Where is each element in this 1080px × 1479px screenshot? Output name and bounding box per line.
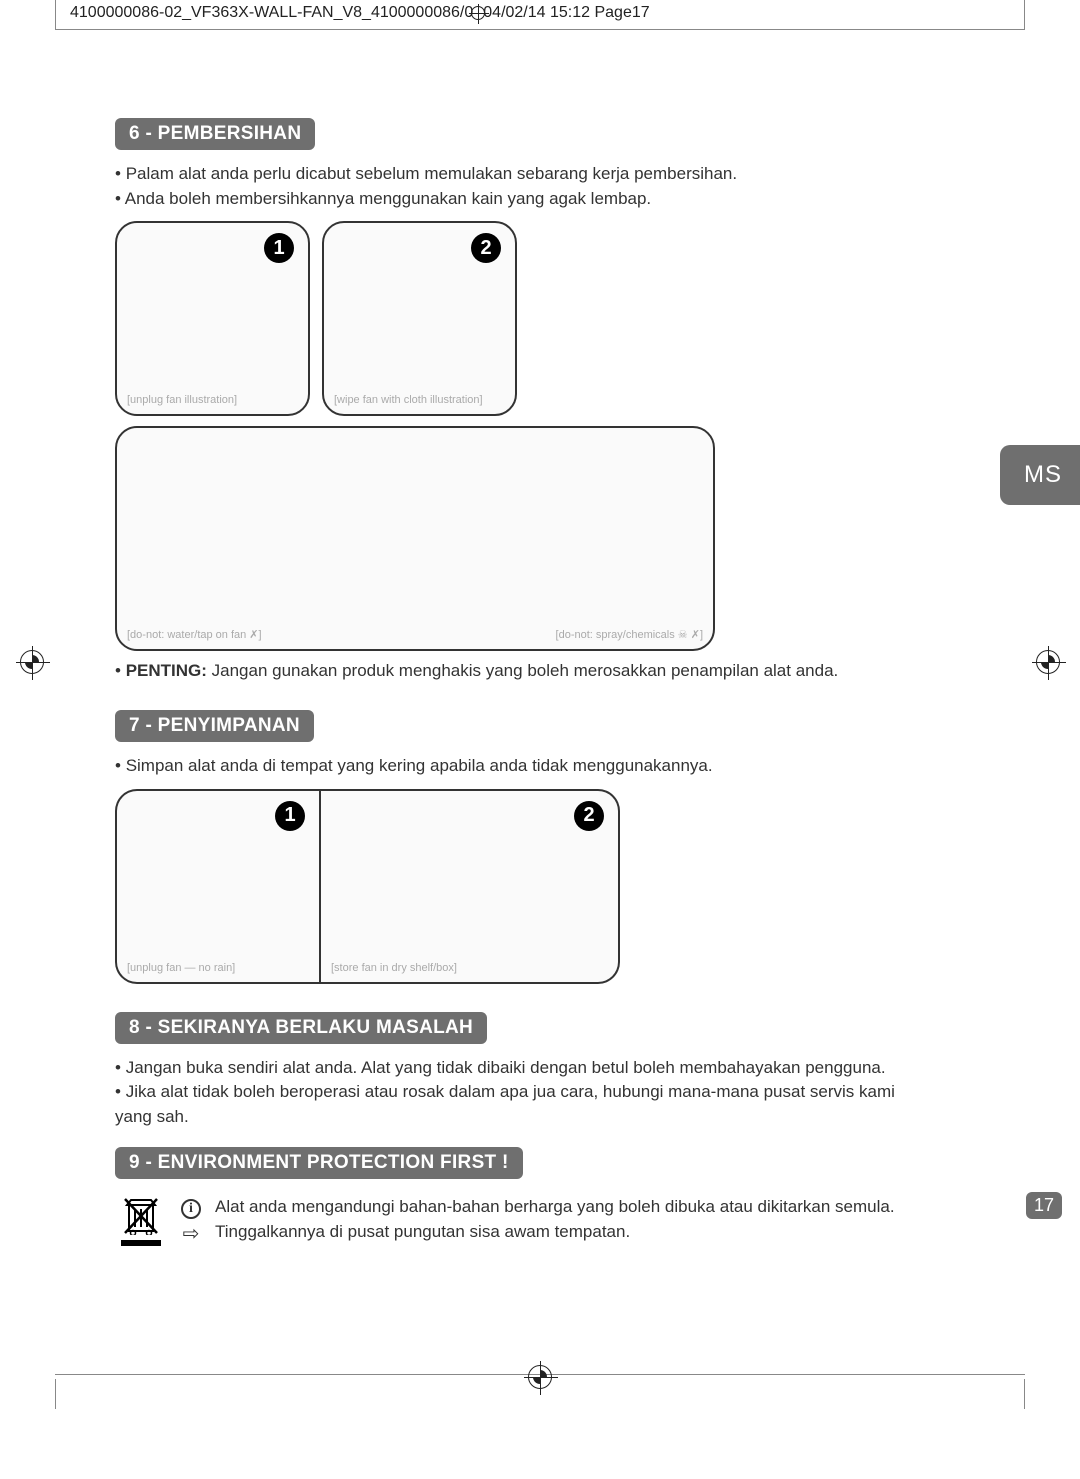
list-item: Palam alat anda perlu dicabut sebelum me…: [115, 162, 935, 187]
figure-desc: [wipe fan with cloth illustration]: [334, 394, 483, 406]
page-number-badge: 17: [1026, 1192, 1062, 1219]
warning-text: Jangan gunakan produk menghakis yang bol…: [207, 661, 838, 680]
list-item: PENTING: Jangan gunakan produk menghakis…: [115, 659, 935, 684]
warning-prefix: PENTING:: [126, 661, 207, 680]
section-8-bullets: Jangan buka sendiri alat anda. Alat yang…: [115, 1056, 935, 1130]
print-slug: 4100000086-02_VF363X-WALL-FAN_V8_4100000…: [70, 4, 650, 22]
figure-panel-2: 2 [store fan in dry shelf/box]: [320, 789, 620, 984]
list-item: Simpan alat anda di tempat yang kering a…: [115, 754, 935, 779]
crop-mark: [1024, 1379, 1025, 1409]
section-6-heading: 6 - PEMBERSIHAN: [115, 118, 315, 150]
section-8-heading: 8 - SEKIRANYA BERLAKU MASALAH: [115, 1012, 487, 1044]
registration-mark-icon: [471, 6, 485, 20]
section-7-heading: 7 - PENYIMPANAN: [115, 710, 314, 742]
language-tab: MS: [1000, 445, 1080, 505]
slug-left: 4100000086-02_VF363X-WALL-FAN_V8_4100000…: [70, 4, 473, 21]
weee-bin-icon: [115, 1195, 167, 1267]
info-icon: i: [181, 1199, 201, 1219]
figure-desc: [unplug fan illustration]: [127, 394, 237, 406]
crop-mark: [55, 1379, 56, 1409]
list-item: Anda boleh membersihkannya menggunakan k…: [115, 187, 935, 212]
figure-prohibited-cleaning: [do-not: water/tap on fan ✗] [do-not: sp…: [115, 426, 715, 651]
figure-desc: [unplug fan — no rain]: [127, 962, 235, 974]
recycle-line-2: Tinggalkannya di pusat pungutan sisa awa…: [215, 1220, 935, 1245]
section-9-heading: 9 - ENVIRONMENT PROTECTION FIRST !: [115, 1147, 523, 1179]
page-body: 6 - PEMBERSIHAN Palam alat anda perlu di…: [115, 100, 935, 1267]
step-number-badge: 2: [471, 233, 501, 263]
figure-desc: [do-not: spray/chemicals ☠ ✗]: [556, 628, 703, 641]
registration-mark-bottom: [528, 1365, 552, 1389]
section-6-warning: PENTING: Jangan gunakan produk menghakis…: [115, 659, 935, 684]
arrow-right-icon: ⇨: [181, 1225, 201, 1241]
recycle-line-1: Alat anda mengandungi bahan-bahan berhar…: [215, 1195, 935, 1220]
list-item: Jangan buka sendiri alat anda. Alat yang…: [115, 1056, 935, 1081]
section-6-bullets: Palam alat anda perlu dicabut sebelum me…: [115, 162, 935, 211]
weee-bar-icon: [121, 1240, 161, 1246]
registration-mark-left: [20, 650, 44, 674]
step-number-badge: 1: [275, 801, 305, 831]
figure-panel-2: 2 [wipe fan with cloth illustration]: [322, 221, 517, 416]
crop-mark: [55, 0, 56, 30]
figure-panel-1: 1 [unplug fan illustration]: [115, 221, 310, 416]
step-number-badge: 2: [574, 801, 604, 831]
list-item: Jika alat tidak boleh beroperasi atau ro…: [115, 1080, 935, 1129]
figure-cleaning-steps: 1 [unplug fan illustration] 2 [wipe fan …: [115, 221, 935, 416]
info-icon-column: i ⇨: [181, 1199, 201, 1241]
slug-right: 04/02/14 15:12 Page17: [483, 4, 649, 21]
recycle-text: Alat anda mengandungi bahan-bahan berhar…: [215, 1195, 935, 1244]
figure-storage-steps: 1 [unplug fan — no rain] 2 [store fan in…: [115, 789, 935, 984]
crop-mark: [1024, 0, 1025, 30]
registration-mark-right: [1036, 650, 1060, 674]
section-7-bullets: Simpan alat anda di tempat yang kering a…: [115, 754, 935, 779]
recycle-block: i ⇨ Alat anda mengandungi bahan-bahan be…: [115, 1195, 935, 1267]
figure-desc: [store fan in dry shelf/box]: [331, 962, 457, 974]
figure-panel-1: 1 [unplug fan — no rain]: [115, 789, 320, 984]
figure-desc: [do-not: water/tap on fan ✗]: [127, 628, 262, 641]
step-number-badge: 1: [264, 233, 294, 263]
